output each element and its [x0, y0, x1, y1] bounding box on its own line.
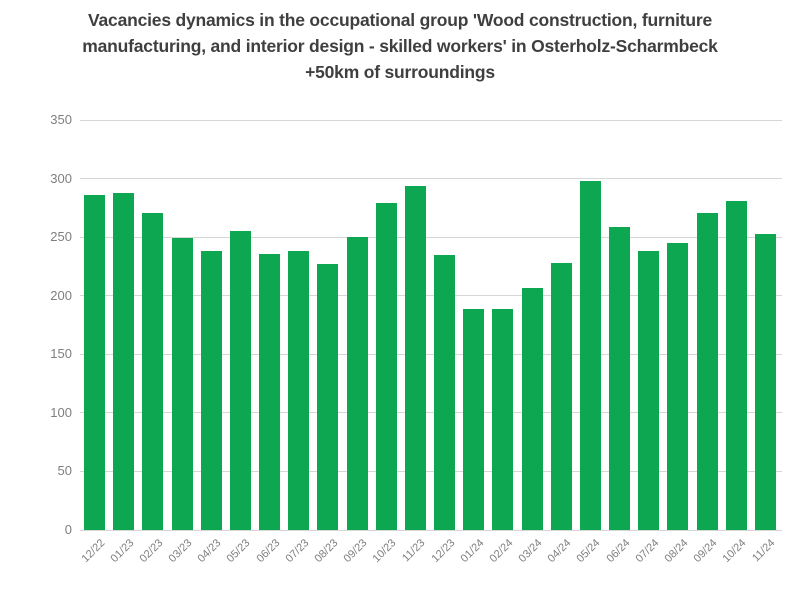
x-tick-label-12-23: 12/23 [429, 537, 458, 565]
bar-07-23[interactable] [288, 251, 310, 530]
gridline-0 [80, 529, 782, 531]
y-tick-label-250: 250 [50, 229, 72, 245]
gridline-200 [80, 295, 782, 297]
x-tick-label-04-24: 04/24 [545, 537, 574, 565]
x-tick-label-06-23: 06/23 [254, 537, 283, 565]
bar-03-24[interactable] [521, 287, 543, 530]
bar-02-23[interactable] [142, 212, 164, 530]
x-tick-label-05-24: 05/24 [574, 537, 603, 565]
x-tick-label-02-24: 02/24 [487, 537, 516, 565]
gridline-350 [80, 119, 782, 121]
chart-title-line-3: +50km of surroundings [305, 62, 495, 82]
bar-06-24[interactable] [609, 226, 631, 530]
gridline-300 [80, 178, 782, 180]
x-tick-label-08-23: 08/23 [312, 537, 341, 565]
y-tick-label-50: 50 [57, 463, 72, 479]
bar-11-23[interactable] [404, 185, 426, 530]
bar-05-24[interactable] [579, 180, 601, 530]
x-tick-label-09-23: 09/23 [341, 537, 370, 565]
bar-12-23[interactable] [434, 254, 456, 530]
x-tick-label-05-23: 05/23 [224, 537, 253, 565]
bar-10-24[interactable] [725, 200, 747, 530]
bar-09-23[interactable] [346, 237, 368, 530]
x-tick-label-01-24: 01/24 [458, 537, 487, 565]
x-tick-label-12-22: 12/22 [79, 537, 108, 565]
x-tick-label-03-24: 03/24 [516, 537, 545, 565]
bar-12-22[interactable] [84, 194, 106, 530]
bar-08-24[interactable] [667, 243, 689, 530]
x-tick-label-11-24: 11/24 [750, 537, 778, 565]
bar-06-23[interactable] [259, 253, 281, 530]
gridline-100 [80, 412, 782, 414]
bar-01-23[interactable] [113, 192, 135, 530]
y-tick-label-0: 0 [64, 522, 72, 537]
y-tick-label-100: 100 [50, 404, 72, 420]
gridline-150 [80, 353, 782, 355]
bar-09-24[interactable] [696, 212, 718, 530]
x-tick-label-02-23: 02/23 [137, 537, 166, 565]
y-tick-label-300: 300 [50, 170, 72, 186]
x-tick-label-09-24: 09/24 [691, 537, 720, 565]
x-tick-label-10-24: 10/24 [720, 537, 749, 565]
bar-11-24[interactable] [754, 233, 776, 530]
x-tick-label-03-23: 03/23 [166, 537, 195, 565]
bar-08-23[interactable] [317, 264, 339, 530]
x-tick-label-04-23: 04/23 [195, 537, 224, 565]
x-tick-label-10-23: 10/23 [370, 537, 399, 565]
x-tick-label-06-24: 06/24 [604, 537, 633, 565]
gridline-50 [80, 470, 782, 472]
bar-07-24[interactable] [638, 251, 660, 530]
chart-title: Vacancies dynamics in the occupational g… [0, 7, 800, 85]
x-tick-label-07-23: 07/23 [283, 537, 312, 565]
x-tick-label-01-23: 01/23 [108, 537, 137, 565]
bar-03-23[interactable] [171, 238, 193, 530]
bar-02-24[interactable] [492, 308, 514, 530]
bar-04-24[interactable] [550, 262, 572, 530]
x-tick-label-08-24: 08/24 [662, 537, 691, 565]
x-tick-label-11-23: 11/23 [400, 537, 428, 565]
y-tick-label-200: 200 [50, 287, 72, 303]
bar-10-23[interactable] [375, 203, 397, 530]
y-tick-label-150: 150 [50, 346, 72, 362]
bar-01-24[interactable] [463, 308, 485, 530]
chart-title-line-1: Vacancies dynamics in the occupational g… [88, 10, 712, 30]
bar-05-23[interactable] [229, 231, 251, 530]
bar-04-23[interactable] [200, 251, 222, 530]
y-tick-label-350: 350 [50, 112, 72, 127]
chart-title-line-2: manufacturing, and interior design - ski… [82, 36, 718, 56]
gridline-250 [80, 236, 782, 238]
x-tick-label-07-24: 07/24 [633, 537, 662, 565]
